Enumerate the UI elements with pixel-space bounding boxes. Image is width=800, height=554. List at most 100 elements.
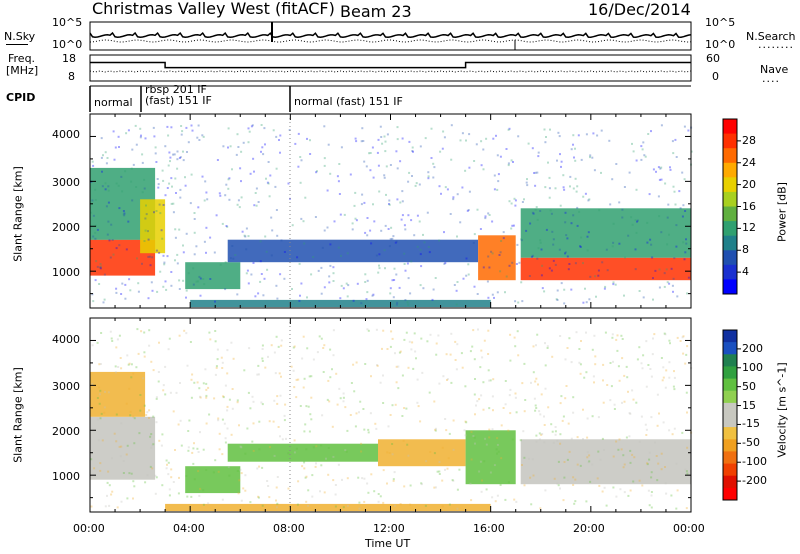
echo-speck bbox=[660, 468, 663, 471]
echo-speck bbox=[293, 386, 296, 389]
echo-speck bbox=[582, 438, 584, 440]
echo-speck bbox=[383, 249, 386, 252]
echo-speck bbox=[564, 358, 567, 361]
echo-speck bbox=[247, 235, 250, 238]
echo-speck bbox=[399, 503, 402, 506]
echo-speck bbox=[163, 263, 166, 266]
echo-speck bbox=[650, 506, 653, 509]
echo-speck bbox=[245, 272, 248, 275]
echo-speck bbox=[403, 224, 406, 227]
echo-speck bbox=[235, 153, 238, 156]
echo-speck bbox=[138, 432, 141, 435]
echo-speck bbox=[394, 241, 397, 244]
echo-speck bbox=[152, 415, 155, 418]
echo-speck bbox=[170, 476, 173, 479]
echo-speck bbox=[687, 129, 690, 132]
echo-speck bbox=[240, 180, 242, 183]
echo-speck bbox=[652, 277, 654, 280]
cpid-seg-fast: (fast) 151 IF bbox=[145, 94, 212, 107]
echo-speck bbox=[618, 242, 621, 245]
echo-speck bbox=[539, 413, 542, 416]
echo-speck bbox=[197, 124, 200, 127]
echo-speck bbox=[311, 474, 314, 477]
echo-speck bbox=[611, 333, 614, 336]
echo-speck bbox=[192, 283, 195, 286]
echo-speck bbox=[382, 469, 385, 472]
echo-speck bbox=[384, 150, 387, 153]
echo-speck bbox=[508, 127, 511, 130]
echo-speck bbox=[600, 171, 602, 174]
echo-speck bbox=[329, 264, 332, 267]
echo-speck bbox=[197, 470, 200, 473]
echo-speck bbox=[132, 163, 135, 166]
echo-speck bbox=[369, 169, 372, 172]
echo-speck bbox=[636, 220, 638, 223]
echo-speck bbox=[198, 139, 201, 141]
echo-speck bbox=[247, 141, 250, 144]
echo-speck bbox=[172, 410, 175, 413]
echo-speck bbox=[139, 127, 142, 130]
echo-speck bbox=[671, 433, 674, 436]
echo-speck bbox=[111, 340, 114, 342]
echo-speck bbox=[144, 137, 147, 140]
xtick-1: 04:00 bbox=[173, 522, 205, 535]
echo-speck bbox=[671, 140, 674, 143]
echo-speck bbox=[279, 151, 281, 154]
echo-speck bbox=[650, 471, 653, 474]
echo-speck bbox=[404, 269, 407, 272]
echo-speck bbox=[316, 351, 319, 354]
echo-speck bbox=[537, 383, 539, 386]
echo-speck bbox=[540, 248, 543, 251]
echo-speck bbox=[124, 283, 127, 286]
echo-speck bbox=[280, 239, 283, 242]
echo-speck bbox=[382, 329, 385, 332]
echo-speck bbox=[687, 276, 690, 279]
echo-speck bbox=[634, 248, 637, 251]
echo-speck bbox=[673, 376, 676, 379]
echo-speck bbox=[518, 261, 521, 264]
echo-speck bbox=[652, 337, 654, 340]
echo-speck bbox=[157, 380, 160, 383]
echo-speck bbox=[227, 466, 230, 469]
echo-speck bbox=[597, 269, 600, 272]
echo-speck bbox=[668, 361, 671, 364]
echo-speck bbox=[165, 459, 168, 462]
echo-speck bbox=[675, 156, 678, 158]
echo-speck bbox=[357, 476, 360, 479]
echo-speck bbox=[310, 396, 313, 399]
echo-speck bbox=[237, 492, 240, 495]
echo-speck bbox=[327, 143, 330, 146]
echo-speck bbox=[585, 500, 588, 503]
echo-speck bbox=[130, 363, 133, 366]
echo-speck bbox=[669, 168, 672, 171]
echo-speck bbox=[668, 339, 671, 342]
echo-speck bbox=[541, 264, 544, 267]
echo-speck bbox=[261, 348, 264, 350]
echo-speck bbox=[205, 469, 208, 471]
echo-speck bbox=[166, 255, 169, 258]
echo-speck bbox=[545, 136, 547, 138]
echo-speck bbox=[272, 420, 275, 423]
echo-speck bbox=[419, 284, 422, 287]
echo-speck bbox=[259, 240, 262, 243]
echo-speck bbox=[312, 446, 315, 449]
echo-speck bbox=[423, 241, 426, 244]
echo-speck bbox=[523, 410, 526, 413]
echo-speck bbox=[219, 194, 222, 197]
echo-speck bbox=[435, 427, 437, 430]
echo-speck bbox=[535, 407, 538, 409]
echo-speck bbox=[283, 251, 286, 253]
echo-speck bbox=[588, 460, 591, 463]
echo-speck bbox=[612, 486, 615, 489]
echo-speck bbox=[574, 159, 577, 162]
echo-speck bbox=[510, 227, 513, 230]
echo-speck bbox=[126, 444, 129, 447]
echo-speck bbox=[670, 494, 673, 497]
echo-speck bbox=[663, 272, 666, 275]
echo-speck bbox=[369, 229, 372, 232]
echo-speck bbox=[386, 451, 389, 454]
echo-speck bbox=[413, 234, 416, 237]
echo-speck bbox=[114, 146, 117, 149]
echo-speck bbox=[444, 418, 447, 420]
echo-speck bbox=[615, 495, 618, 498]
